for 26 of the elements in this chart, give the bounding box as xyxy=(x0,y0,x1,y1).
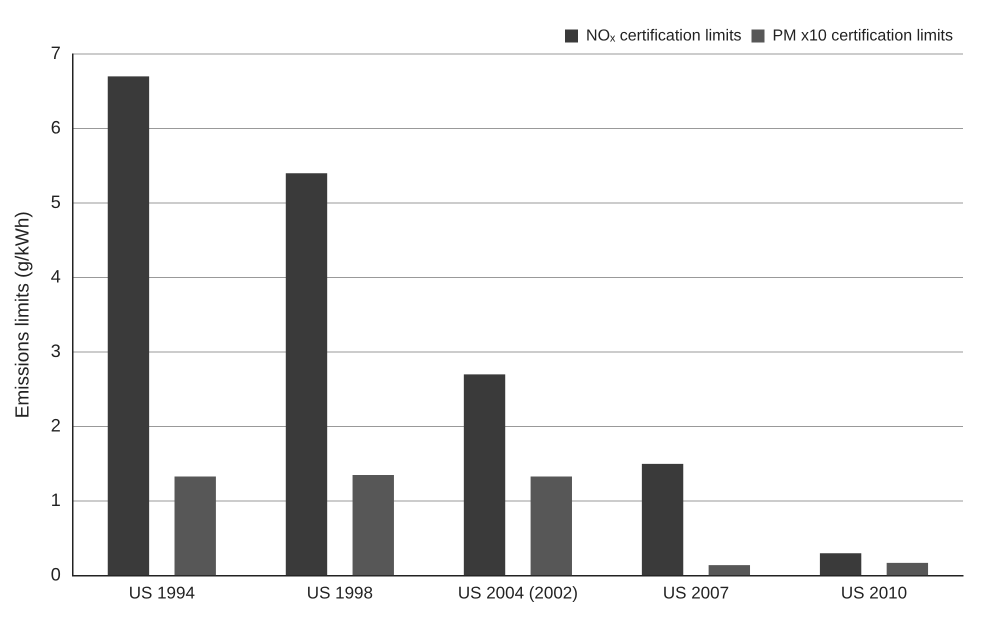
x-tick-label: US 1998 xyxy=(306,583,373,602)
bar xyxy=(642,464,684,576)
y-tick-label: 5 xyxy=(50,192,61,212)
legend-label: PM x10 certification limits xyxy=(772,27,954,44)
y-tick-label: 7 xyxy=(50,42,61,63)
x-tick-label: US 1994 xyxy=(128,583,195,602)
legend-label: NOₓ certification limits xyxy=(586,27,742,44)
x-tick-label: US 2004 (2002) xyxy=(458,583,578,602)
y-tick-label: 4 xyxy=(50,266,61,287)
y-tick-label: 2 xyxy=(50,416,61,436)
y-tick-label: 0 xyxy=(50,564,61,585)
x-tick-label: US 2007 xyxy=(662,583,730,602)
y-tick-label: 1 xyxy=(50,490,61,510)
bar xyxy=(108,76,150,576)
bar xyxy=(286,173,328,576)
y-axis-title: Emissions limits (g/kWh) xyxy=(12,211,34,418)
bar xyxy=(174,476,216,576)
x-tick-label: US 2010 xyxy=(840,583,908,602)
y-tick-label: 3 xyxy=(50,341,61,362)
bar xyxy=(464,374,506,576)
bar xyxy=(352,475,394,576)
bar xyxy=(886,562,928,576)
bar xyxy=(708,565,750,576)
bar xyxy=(820,553,862,576)
bar xyxy=(530,476,572,576)
y-tick-label: 6 xyxy=(50,117,61,138)
